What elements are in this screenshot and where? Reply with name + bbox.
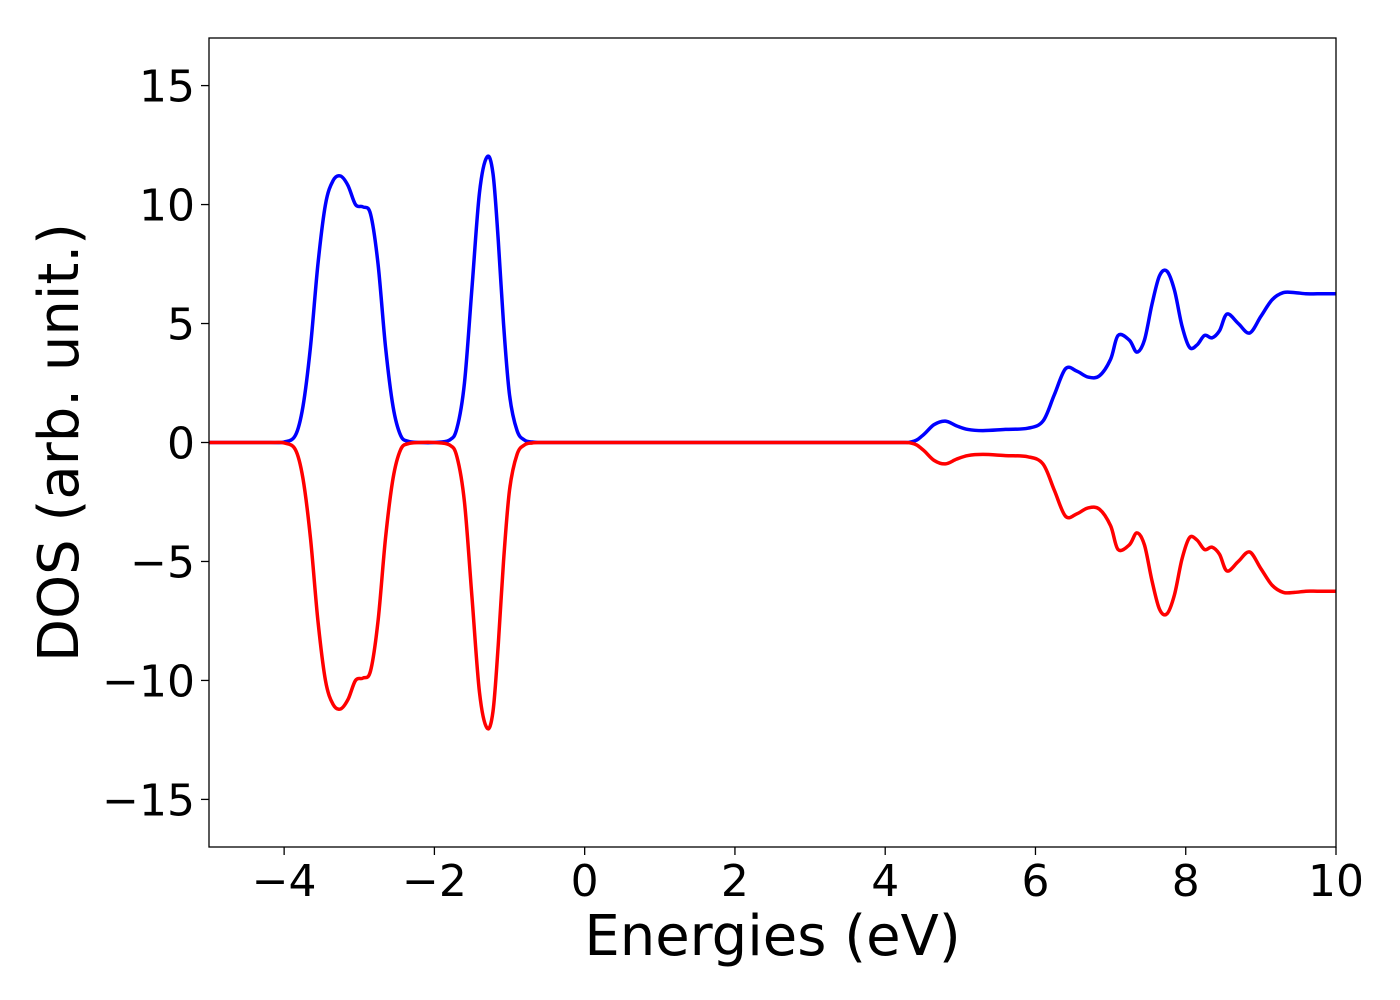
x-tick-label: 8 (1172, 856, 1200, 907)
x-axis-title: Energies (eV) (584, 904, 960, 969)
y-tick-label: 10 (139, 181, 195, 232)
y-tick-label: −10 (102, 656, 195, 707)
x-tick-label: −2 (402, 856, 467, 907)
series-line-2 (208, 440, 1336, 731)
series-layer (208, 154, 1336, 731)
x-axis-ticks: −4 −2 0 2 4 6 8 10 (252, 847, 1364, 907)
y-axis-ticks: −15 −10 −5 0 5 10 15 (102, 62, 209, 826)
x-tick-label: 4 (871, 856, 899, 907)
y-tick-label: −5 (130, 537, 195, 588)
x-tick-label: 2 (721, 856, 749, 907)
series-line-1 (208, 154, 1336, 445)
x-tick-label: 6 (1021, 856, 1049, 907)
x-tick-label: 0 (571, 856, 599, 907)
x-tick-label: 10 (1308, 856, 1364, 907)
y-tick-label: 5 (167, 300, 195, 351)
y-tick-label: 15 (139, 62, 195, 113)
y-axis-title: DOS (arb. unit.) (27, 223, 92, 662)
y-tick-label: −15 (102, 775, 195, 826)
y-tick-label: 0 (167, 419, 195, 470)
x-tick-label: −4 (252, 856, 317, 907)
